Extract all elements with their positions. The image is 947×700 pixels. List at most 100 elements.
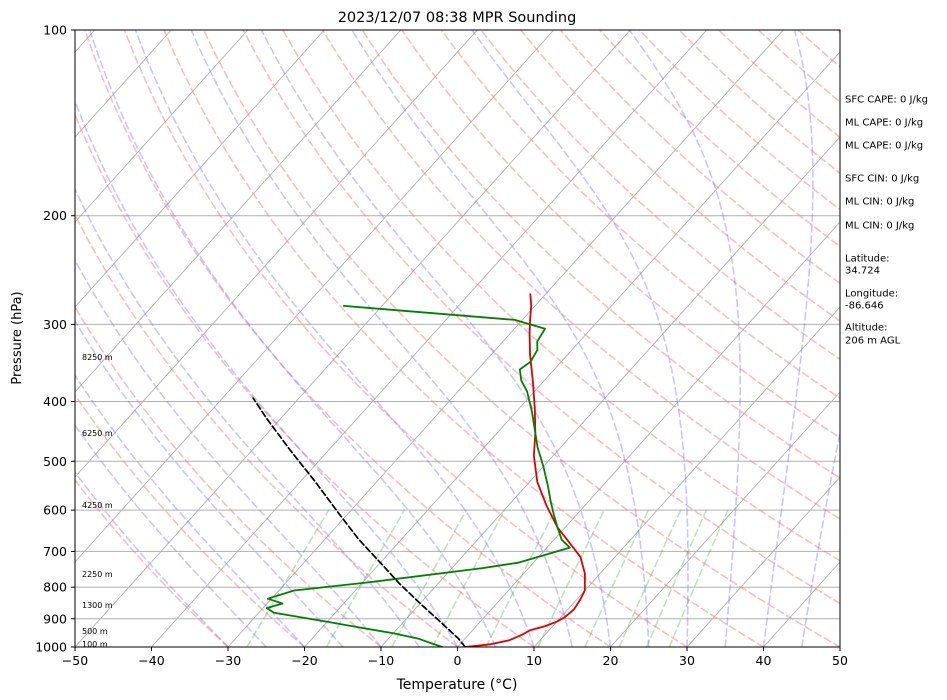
parameter-text: ML CAPE: 0 J/kg	[845, 141, 923, 152]
height-label: 6250 m	[82, 429, 113, 438]
dry-adiabat	[559, 30, 840, 285]
moist-adiabat	[75, 423, 268, 647]
dry-adiabat	[202, 30, 840, 647]
isotherm-line	[75, 30, 631, 647]
y-tick-label: 800	[43, 580, 67, 595]
height-label: 1300 m	[82, 601, 113, 610]
y-tick-label: 200	[43, 208, 67, 223]
height-label: 500 m	[82, 627, 108, 636]
dry-adiabat	[84, 30, 612, 647]
moist-adiabat	[260, 30, 612, 647]
mixing-ratio-line	[485, 509, 557, 647]
parameter-text: ML CAPE: 0 J/kg	[845, 118, 923, 129]
isotherm-line	[304, 51, 840, 647]
parameter-text: ML CIN: 0 J/kg	[845, 221, 914, 232]
height-label: 4250 m	[82, 501, 113, 510]
y-tick-label: 1000	[35, 640, 67, 655]
dry-adiabat	[123, 30, 688, 647]
isotherm-line	[380, 136, 840, 647]
isotherm-line	[75, 30, 172, 138]
parcel-path	[252, 397, 467, 647]
y-tick-label: 100	[43, 23, 67, 38]
dry-adiabat	[75, 305, 382, 647]
dry-adiabat	[519, 30, 840, 323]
dry-adiabat	[75, 393, 306, 647]
mixing-ratio-line	[537, 509, 606, 647]
mixing-ratio-line	[618, 509, 682, 647]
x-tick-label: −40	[138, 653, 164, 668]
dewpoint-profile	[265, 304, 571, 647]
isotherm-line	[227, 30, 784, 647]
isotherm-line	[75, 30, 402, 393]
isotherm-line	[75, 30, 555, 563]
isotherm-line	[686, 476, 840, 647]
y-tick-label: 300	[43, 317, 67, 332]
moist-adiabat	[75, 373, 306, 647]
mixing-ratio-line	[583, 509, 650, 647]
y-tick-label: 600	[43, 503, 67, 518]
moist-adiabat	[628, 30, 742, 647]
x-tick-label: −10	[368, 653, 394, 668]
dry-adiabat	[440, 30, 840, 400]
moist-adiabat	[75, 258, 382, 647]
parameter-text: ML CIN: 0 J/kg	[845, 197, 914, 208]
sounding-parameters: SFC CAPE: 0 J/kg ML CAPE: 0 J/kg ML CAPE: …	[845, 95, 928, 347]
height-label: 2250 m	[82, 570, 113, 579]
mixing-ratio-line	[390, 509, 468, 647]
isotherm-line	[75, 30, 478, 478]
dry-adiabat	[480, 30, 840, 361]
x-tick-label: −30	[215, 653, 241, 668]
dry-adiabat	[361, 30, 840, 479]
isotherm-line	[75, 30, 325, 308]
y-tick-label: 500	[43, 454, 67, 469]
parameter-text: 206 m AGL	[845, 336, 901, 347]
x-tick-label: 20	[603, 653, 619, 668]
parameter-text: Altitude:	[845, 323, 887, 334]
height-label: 100 m	[82, 640, 108, 649]
dry-adiabat	[400, 30, 840, 439]
plot-area	[75, 30, 840, 647]
x-tick-label: −50	[62, 653, 88, 668]
moist-adiabat	[471, 30, 689, 647]
moist-adiabat	[75, 99, 459, 647]
parameter-text: SFC CIN: 0 J/kg	[845, 174, 919, 185]
parameter-text: Latitude:	[845, 254, 890, 265]
moist-adiabat	[75, 319, 344, 647]
y-tick-label: 700	[43, 544, 67, 559]
temperature-profile	[464, 293, 586, 647]
x-tick-label: 10	[526, 653, 542, 668]
moist-adiabat	[134, 30, 535, 647]
moist-adiabat	[89, 30, 497, 647]
dry-adiabat	[75, 478, 229, 647]
chart-title: 2023/12/07 08:38 MPR Sounding	[338, 10, 577, 26]
height-label: 8250 m	[82, 353, 113, 362]
x-tick-label: 0	[454, 653, 462, 668]
x-axis-label: Temperature (°C)	[396, 677, 518, 693]
isotherm-line	[75, 30, 249, 223]
isotherm-line	[151, 30, 708, 647]
parameter-text: -86.646	[845, 301, 884, 312]
y-tick-label: 900	[43, 611, 67, 626]
x-tick-label: 30	[679, 653, 695, 668]
parameter-text: Longitude:	[845, 289, 898, 300]
moist-adiabat	[190, 30, 574, 647]
moist-adiabat	[351, 30, 650, 647]
axes-labels: −50 −40 −30 −20 −10 0 10 20 30 40 50 100 200 300 400 50…	[35, 23, 848, 669]
isotherm-line	[610, 391, 840, 647]
x-tick-label: 50	[832, 653, 848, 668]
x-tick-label: 40	[756, 653, 772, 668]
mixing-ratio-line	[325, 509, 406, 647]
x-tick-label: −20	[291, 653, 317, 668]
moist-adiabat	[762, 30, 814, 647]
dry-adiabat	[163, 30, 765, 647]
parameter-text: 34.724	[845, 266, 880, 277]
moist-adiabat	[800, 427, 840, 647]
parameter-text: SFC CAPE: 0 J/kg	[845, 95, 928, 106]
dry-adiabat	[242, 30, 840, 605]
isotherm-line	[533, 306, 840, 647]
dry-adiabat	[321, 30, 840, 520]
y-tick-label: 400	[43, 394, 67, 409]
mixing-ratio-line	[431, 509, 506, 647]
